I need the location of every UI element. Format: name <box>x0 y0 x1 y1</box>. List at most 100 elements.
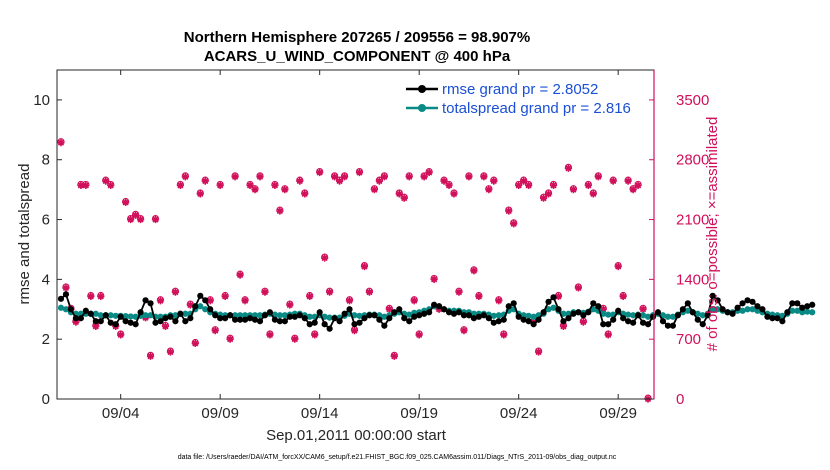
obs-assimilated-marker <box>181 173 189 181</box>
rmse-point <box>112 321 119 328</box>
rmse-point <box>495 318 502 325</box>
rmse-point <box>147 300 154 307</box>
obs-assimilated-marker <box>629 186 637 194</box>
rmse-point <box>321 321 328 328</box>
rmse-point <box>127 319 134 326</box>
obs-assimilated-marker <box>236 271 244 279</box>
rmse-point <box>137 309 144 316</box>
rmse-point <box>435 303 443 310</box>
x-tick-label: 09/19 <box>400 405 438 422</box>
obs-assimilated-marker <box>554 292 563 301</box>
obs-assimilated-marker <box>450 190 458 198</box>
rmse-point <box>336 318 343 325</box>
y-right-tick-label: 3500 <box>676 92 709 109</box>
chart-title-line1: Northern Hemisphere 207265 / 209556 = 98… <box>184 29 530 46</box>
rmse-point <box>132 321 139 328</box>
obs-assimilated-marker <box>604 331 612 339</box>
totalspread-point <box>550 304 557 311</box>
rmse-point <box>346 306 353 313</box>
totalspread-point <box>241 312 249 319</box>
totalspread-point <box>714 306 721 313</box>
obs-assimilated-marker <box>311 331 319 339</box>
totalspread-point <box>639 312 647 319</box>
obs-assimilated-marker <box>231 173 239 181</box>
obs-assimilated-marker <box>350 327 359 335</box>
obs-assimilated-marker <box>221 292 229 301</box>
x-tick-label: 09/29 <box>599 405 637 422</box>
totalspread-point <box>799 309 806 316</box>
obs-assimilated-marker <box>151 215 160 224</box>
totalspread-point <box>804 308 811 315</box>
obs-assimilated-marker <box>579 318 587 326</box>
rmse-point <box>744 297 751 304</box>
rmse-point <box>276 318 283 325</box>
legend-rmse-marker <box>418 85 426 93</box>
obs-assimilated-marker <box>82 181 90 189</box>
obs-assimilated-marker <box>375 177 383 185</box>
obs-assimilated-marker <box>246 181 254 189</box>
rmse-point <box>177 310 184 317</box>
obs-assimilated-marker <box>241 297 249 305</box>
rmse-point <box>167 313 174 320</box>
totalspread-point <box>625 311 632 318</box>
obs-assimilated-marker <box>276 207 284 215</box>
totalspread-point <box>630 312 637 319</box>
y-right-tick-label: 2100 <box>676 212 709 229</box>
obs-assimilated-marker <box>256 173 264 181</box>
legend-spread-label: totalspread grand pr = 2.816 <box>442 100 631 117</box>
totalspread-point <box>664 313 672 320</box>
totalspread-point <box>744 306 751 313</box>
rmse-point <box>197 292 204 299</box>
rmse-point <box>192 303 199 310</box>
rmse-point <box>102 312 109 319</box>
totalspread-point <box>694 310 701 317</box>
obs-assimilated-marker <box>146 352 155 360</box>
rmse-point <box>659 318 667 325</box>
obs-assimilated-marker <box>410 297 418 305</box>
legend-spread-marker <box>418 104 426 112</box>
obs-assimilated-marker <box>415 331 423 339</box>
obs-assimilated-marker <box>166 348 175 356</box>
totalspread-point <box>565 310 572 317</box>
rmse-point <box>774 315 781 322</box>
obs-assimilated-marker <box>191 339 199 348</box>
rmse-point <box>560 318 567 325</box>
totalspread-point <box>97 312 104 319</box>
obs-assimilated-marker <box>490 177 498 185</box>
y-left-tick-label: 0 <box>42 391 50 408</box>
totalspread-point <box>122 313 129 320</box>
obs-assimilated-marker <box>485 186 493 194</box>
obs-assimilated-marker <box>460 327 468 335</box>
legend: rmse grand pr = 2.8052 totalspread grand… <box>400 78 646 120</box>
x-tick-label: 09/24 <box>500 405 538 422</box>
obs-assimilated-marker <box>589 190 597 198</box>
rmse-point <box>341 310 348 317</box>
totalspread-point <box>127 313 134 320</box>
obs-assimilated-marker <box>510 220 518 228</box>
rmse-point <box>301 315 308 322</box>
obs-assimilated-marker <box>102 177 110 185</box>
rmse-point <box>615 307 622 314</box>
obs-assimilated-marker <box>301 190 309 198</box>
rmse-point <box>595 303 602 310</box>
rmse-point <box>704 312 711 319</box>
rmse-point <box>565 315 572 322</box>
rmse-point <box>769 315 776 322</box>
x-tick-label: 09/14 <box>301 405 339 422</box>
rmse-point <box>326 325 333 332</box>
rmse-point <box>72 315 80 322</box>
rmse-point <box>311 319 318 326</box>
obs-assimilated-marker <box>440 177 448 185</box>
y-right-tick-label: 2800 <box>676 152 709 169</box>
obs-assimilated-marker <box>430 275 438 283</box>
obs-assimilated-marker <box>385 305 393 313</box>
obs-assimilated-marker <box>584 181 592 189</box>
obs-assimilated-marker <box>634 181 642 189</box>
rmse-point <box>122 318 129 325</box>
obs-assimilated-marker <box>340 173 349 181</box>
rmse-point <box>585 309 592 316</box>
rmse-point <box>470 315 478 322</box>
obs-assimilated-marker <box>534 348 543 356</box>
obs-assimilated-marker <box>475 292 483 301</box>
